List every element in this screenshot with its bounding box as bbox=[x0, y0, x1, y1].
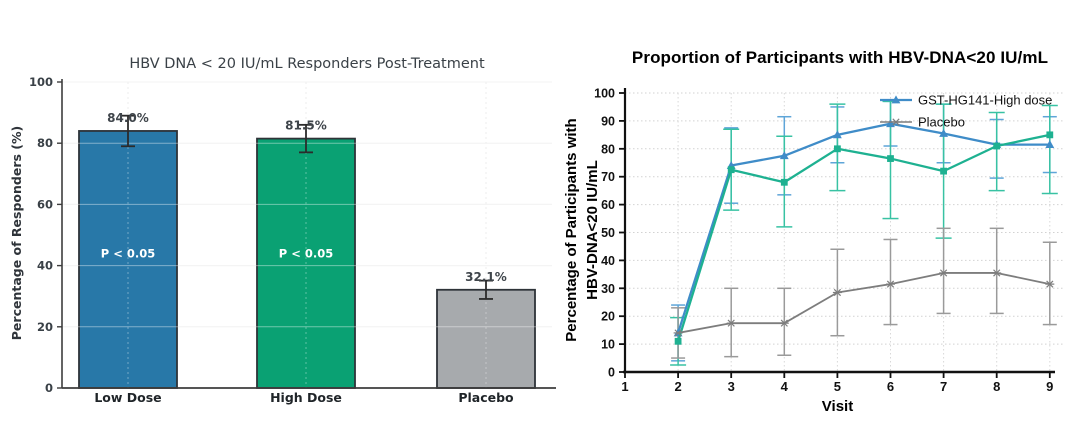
bar-value-label: 32.1% bbox=[465, 270, 507, 284]
line-x-tick-label: 5 bbox=[834, 379, 841, 394]
bar-p-value-annotation: P < 0.05 bbox=[279, 246, 333, 260]
star-marker bbox=[1045, 280, 1055, 288]
triangle-marker bbox=[833, 130, 842, 139]
bar-high-dose bbox=[256, 137, 356, 389]
line-y-tick-label: 30 bbox=[601, 282, 615, 296]
line-y-tick-label: 90 bbox=[601, 114, 615, 128]
square-marker bbox=[727, 166, 735, 174]
square-marker bbox=[780, 178, 788, 186]
bar-chart-title: HBV DNA < 20 IU/mL Responders Post-Treat… bbox=[129, 56, 485, 72]
line-y-tick-label: 40 bbox=[601, 254, 615, 268]
bar-y-tick-label: 40 bbox=[37, 259, 53, 273]
star-marker bbox=[891, 118, 901, 126]
bar-y-tick-label: 80 bbox=[37, 136, 53, 150]
line-y-tick-label: 0 bbox=[608, 366, 615, 380]
star-marker bbox=[832, 288, 842, 297]
star-marker bbox=[939, 269, 949, 277]
line-chart-title: Proportion of Participants with HBV-DNA<… bbox=[631, 48, 1049, 67]
square-marker bbox=[940, 167, 947, 175]
square-marker bbox=[674, 337, 682, 345]
bar-value-label: 84.0% bbox=[107, 111, 149, 125]
line-x-tick-label: 6 bbox=[887, 379, 894, 394]
bar-category-label: High Dose bbox=[270, 390, 342, 405]
line-y-tick-label: 70 bbox=[601, 170, 615, 184]
triangle-marker bbox=[891, 95, 901, 104]
line-y-tick-label: 60 bbox=[601, 198, 615, 212]
star-marker bbox=[886, 280, 895, 288]
series-line-placebo bbox=[677, 272, 1050, 334]
legend-label: Placebo bbox=[918, 115, 965, 130]
series-line-unlabeled bbox=[677, 133, 1051, 342]
bar-value-label: 81.5% bbox=[285, 119, 327, 133]
bar-category-label: Low Dose bbox=[94, 390, 161, 405]
star-marker bbox=[779, 319, 789, 327]
bar-p-value-annotation: P < 0.05 bbox=[101, 246, 155, 260]
bar-category-label: Placebo bbox=[458, 390, 514, 405]
series-line-gst-hg141-high-dose bbox=[677, 122, 1050, 334]
star-marker bbox=[992, 269, 1002, 277]
triangle-marker bbox=[1045, 140, 1055, 149]
line-y-tick-label: 50 bbox=[601, 226, 615, 240]
triangle-marker bbox=[939, 128, 948, 137]
line-x-tick-label: 4 bbox=[781, 379, 789, 394]
triangle-marker bbox=[779, 151, 789, 160]
line-x-tick-label: 9 bbox=[1046, 379, 1053, 394]
line-y-tick-label: 20 bbox=[601, 310, 615, 324]
bar-y-tick-label: 0 bbox=[45, 381, 53, 395]
line-x-tick-label: 3 bbox=[728, 379, 735, 394]
bar-y-tick-label: 100 bbox=[29, 75, 53, 89]
star-marker bbox=[726, 319, 736, 327]
bar-y-tick-label: 20 bbox=[37, 320, 53, 334]
line-y-tick-label: 100 bbox=[594, 87, 615, 101]
bar-y-tick-label: 60 bbox=[37, 197, 53, 211]
line-x-tick-label: 2 bbox=[674, 379, 681, 394]
legend: GST-HG141-High dose Placebo bbox=[880, 93, 1052, 130]
square-marker bbox=[993, 142, 1001, 150]
line-x-tick-label: 7 bbox=[940, 379, 947, 394]
square-marker bbox=[1046, 131, 1054, 139]
star-marker bbox=[673, 329, 683, 337]
line-x-tick-label: 8 bbox=[993, 379, 1000, 394]
line-y-tick-label: 10 bbox=[601, 338, 615, 352]
line-x-tick-label: 1 bbox=[621, 379, 628, 394]
line-chart-x-axis-label: Visit bbox=[821, 398, 854, 415]
square-marker bbox=[834, 145, 841, 153]
square-marker bbox=[887, 155, 894, 162]
legend-label: GST-HG141-High dose bbox=[918, 93, 1052, 108]
line-y-tick-label: 80 bbox=[601, 142, 615, 156]
